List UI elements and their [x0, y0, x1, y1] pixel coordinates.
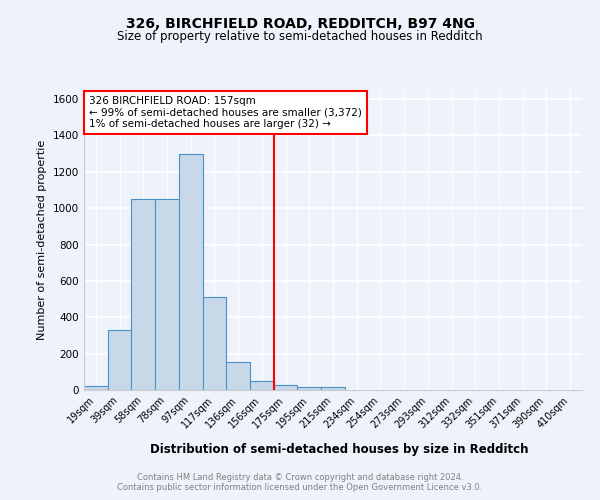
Bar — [298, 388, 321, 390]
Bar — [84, 386, 108, 390]
Text: 326, BIRCHFIELD ROAD, REDDITCH, B97 4NG: 326, BIRCHFIELD ROAD, REDDITCH, B97 4NG — [125, 18, 475, 32]
Bar — [179, 154, 203, 390]
Text: Contains public sector information licensed under the Open Government Licence v3: Contains public sector information licen… — [118, 483, 482, 492]
Bar — [155, 199, 179, 390]
Text: Distribution of semi-detached houses by size in Redditch: Distribution of semi-detached houses by … — [150, 442, 528, 456]
Bar — [131, 199, 155, 390]
Y-axis label: Number of semi-detached propertie: Number of semi-detached propertie — [37, 140, 47, 340]
Bar — [321, 388, 345, 390]
Bar — [108, 330, 131, 390]
Bar — [203, 298, 226, 390]
Text: Size of property relative to semi-detached houses in Redditch: Size of property relative to semi-detach… — [117, 30, 483, 43]
Bar — [226, 362, 250, 390]
Text: 326 BIRCHFIELD ROAD: 157sqm
← 99% of semi-detached houses are smaller (3,372)
1%: 326 BIRCHFIELD ROAD: 157sqm ← 99% of sem… — [89, 96, 362, 129]
Text: Contains HM Land Registry data © Crown copyright and database right 2024.: Contains HM Land Registry data © Crown c… — [137, 472, 463, 482]
Bar — [274, 386, 298, 390]
Bar — [250, 381, 274, 390]
